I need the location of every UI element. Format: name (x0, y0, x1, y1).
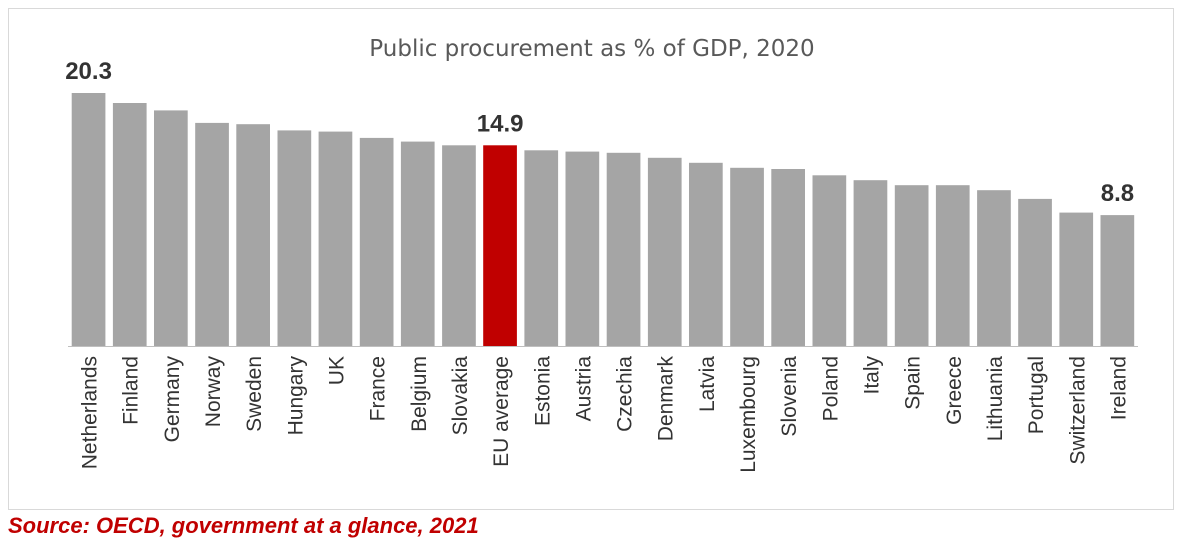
bar-slovenia (771, 169, 805, 346)
bar-france (359, 137, 394, 346)
bar-spain (894, 185, 929, 346)
chart-title: Public procurement as % of GDP, 2020 (369, 36, 815, 62)
bar-norway (195, 122, 229, 347)
category-label: Lithuania (984, 356, 1007, 442)
bar-switzerland (1059, 212, 1094, 346)
bar-latvia (689, 162, 723, 346)
category-label: Norway (202, 356, 225, 428)
bar-slovakia (442, 145, 476, 346)
bar-portugal (1018, 198, 1052, 346)
category-label: Poland (819, 356, 842, 421)
category-label: Slovenia (778, 356, 801, 437)
category-label: Sweden (243, 356, 266, 432)
category-label: Switzerland (1066, 356, 1089, 465)
category-label: Italy (861, 356, 884, 395)
category-label: Belgium (408, 356, 431, 432)
bar-belgium (400, 141, 435, 346)
category-label: UK (326, 356, 349, 385)
category-label: Latvia (696, 356, 719, 412)
bar-greece (935, 185, 970, 346)
category-label: Denmark (655, 356, 678, 442)
category-label: Netherlands (79, 356, 102, 469)
bar-eu-average (483, 145, 517, 346)
category-label: Finland (120, 356, 143, 425)
category-label: Spain (902, 356, 925, 410)
bar-estonia (524, 150, 559, 346)
category-label: Slovakia (449, 356, 472, 436)
data-label: 20.3 (65, 58, 112, 85)
data-label: 14.9 (477, 110, 524, 137)
bar-czechia (606, 152, 641, 346)
bar-hungary (277, 130, 312, 346)
category-label: Germany (161, 356, 184, 443)
category-label: Ireland (1107, 356, 1130, 420)
category-label: Portugal (1025, 356, 1048, 434)
bar-poland (812, 175, 847, 346)
source-note: Source: OECD, government at a glance, 20… (8, 513, 479, 538)
bar-lithuania (977, 190, 1011, 346)
category-label: Hungary (284, 356, 307, 436)
category-label: France (367, 356, 390, 421)
category-label: Greece (943, 356, 966, 425)
bar-italy (853, 180, 888, 346)
category-label: Luxembourg (737, 356, 760, 473)
category-label: Austria (572, 356, 595, 422)
bar-germany (154, 110, 188, 347)
category-label: Estonia (531, 356, 554, 426)
bar-finland (112, 103, 147, 346)
bar-austria (565, 151, 600, 346)
bar-sweden (236, 124, 270, 346)
bar-luxembourg (730, 167, 764, 346)
bar-netherlands (71, 93, 106, 346)
category-label: Czechia (614, 356, 637, 432)
bar-ireland (1100, 215, 1135, 346)
bar-uk (318, 131, 353, 346)
bar-denmark (647, 157, 682, 346)
category-label: EU average (490, 356, 513, 467)
data-label: 8.8 (1101, 180, 1134, 207)
